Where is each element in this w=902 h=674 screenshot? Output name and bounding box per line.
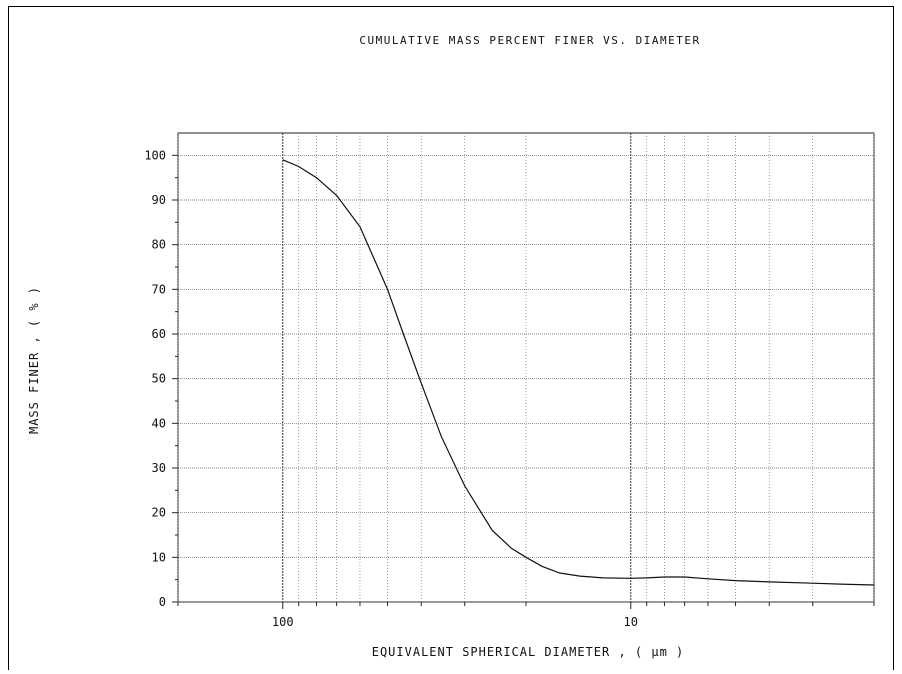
x-tick-label: 100 bbox=[272, 615, 294, 629]
y-tick-labels: 0 10 20 30 40 50 60 70 80 90 100 bbox=[144, 148, 166, 609]
y-tick-label: 100 bbox=[144, 148, 166, 162]
y-tick-label: 20 bbox=[152, 506, 166, 520]
y-axis-label: MASS FINER , ( % ) bbox=[27, 286, 41, 434]
y-tick-label: 0 bbox=[159, 595, 166, 609]
grid bbox=[172, 132, 875, 609]
y-tick-label: 80 bbox=[152, 238, 166, 252]
series bbox=[282, 159, 875, 586]
y-tick-label: 30 bbox=[152, 461, 166, 475]
x-tick-label: 10 bbox=[624, 615, 638, 629]
chart-title: CUMULATIVE MASS PERCENT FINER VS. DIAMET… bbox=[359, 34, 700, 47]
y-tick-label: 90 bbox=[152, 193, 166, 207]
series-line bbox=[282, 159, 875, 586]
x-axis-label: EQUIVALENT SPHERICAL DIAMETER , ( µm ) bbox=[372, 645, 685, 659]
y-tick-label: 50 bbox=[152, 372, 166, 386]
y-tick-label: 40 bbox=[152, 416, 166, 430]
chart-frame bbox=[8, 6, 894, 670]
y-tick-label: 10 bbox=[152, 550, 166, 564]
y-tick-label: 70 bbox=[152, 282, 166, 296]
x-tick-labels: 100 10 bbox=[272, 615, 638, 629]
y-tick-label: 60 bbox=[152, 327, 166, 341]
